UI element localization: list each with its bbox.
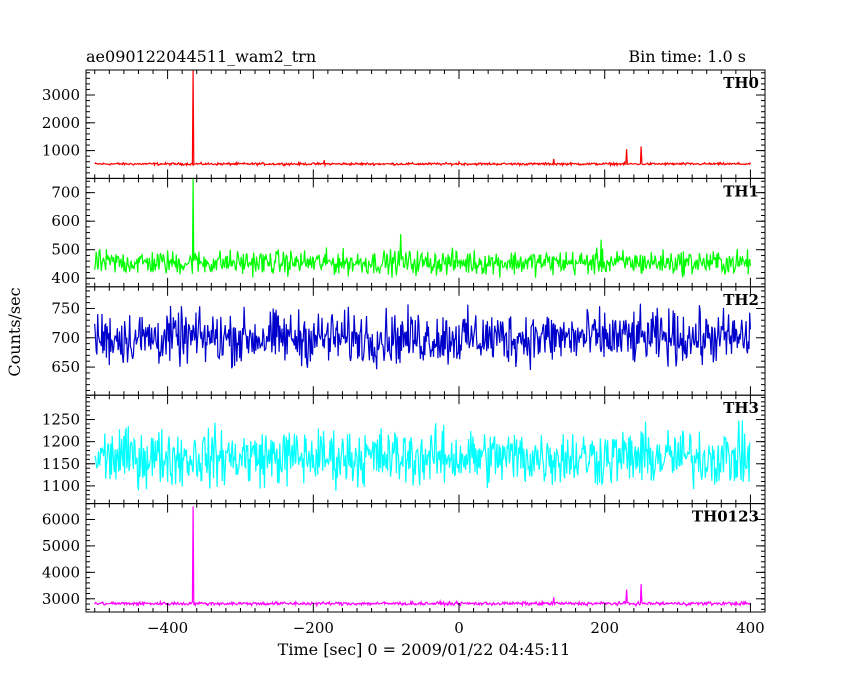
y-tick-label: 750 xyxy=(51,299,80,317)
y-tick-label: 5000 xyxy=(42,537,80,555)
x-axis-label: Time [sec] 0 = 2009/01/22 04:45:11 xyxy=(278,640,571,659)
x-tick-label: 400 xyxy=(736,619,765,637)
y-tick-label: 2000 xyxy=(42,114,80,132)
y-tick-label: 3000 xyxy=(42,590,80,608)
panel-name: TH3 xyxy=(723,399,759,417)
panel-frame xyxy=(85,503,766,613)
panel-frame xyxy=(85,177,766,288)
series-line-th0123 xyxy=(94,506,751,608)
y-tick-label: 1100 xyxy=(42,477,80,495)
chart-subtitle: Bin time: 1.0 s xyxy=(628,47,746,66)
panel-name: TH0123 xyxy=(692,508,759,526)
y-tick-label: 1250 xyxy=(42,411,80,429)
y-tick-label: 400 xyxy=(51,269,80,287)
y-tick-label: 1200 xyxy=(42,433,80,451)
y-tick-label: 3000 xyxy=(42,86,80,104)
x-tick-label: 200 xyxy=(590,619,619,637)
panel-th2: 650 700 750 TH2 xyxy=(51,286,766,396)
x-tick-label: −200 xyxy=(293,619,334,637)
panel-th3: 1100 1150 1200 1250 TH3 xyxy=(42,394,766,505)
y-tick-label: 650 xyxy=(51,358,80,376)
y-axis-label: Counts/sec xyxy=(5,287,24,376)
panel-name: TH0 xyxy=(723,74,759,92)
y-tick-label: 1000 xyxy=(42,142,80,160)
y-tick-label: 700 xyxy=(51,329,80,347)
y-tick-label: 1150 xyxy=(42,455,80,473)
panel-th1: 400 500 600 700 TH1 xyxy=(51,177,766,288)
y-tick-label: 4000 xyxy=(42,563,80,581)
series-line-th2 xyxy=(94,303,751,371)
panel-th0123: 3000 4000 5000 6000 TH0123 xyxy=(42,503,766,613)
series-line-th0 xyxy=(94,70,751,168)
panel-name: TH2 xyxy=(723,291,759,309)
y-tick-label: 6000 xyxy=(42,510,80,528)
panel-name: TH1 xyxy=(723,182,759,200)
series-line-th3 xyxy=(94,420,751,491)
panel-frame xyxy=(85,69,766,179)
x-tick-label: 0 xyxy=(454,619,464,637)
y-tick-label: 500 xyxy=(51,241,80,259)
y-tick-label: 700 xyxy=(51,184,80,202)
x-tick-label: −400 xyxy=(147,619,188,637)
y-tick-label: 600 xyxy=(51,212,80,230)
chart-title: ae090122044511_wam2_trn xyxy=(86,47,316,66)
series-line-th1 xyxy=(94,178,751,278)
panel-th0: 1000 2000 3000 TH0 xyxy=(42,69,766,179)
